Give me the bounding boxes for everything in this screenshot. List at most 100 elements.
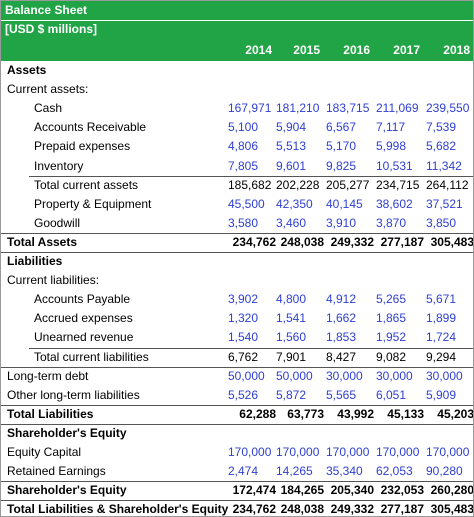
value-cell: 6,567 <box>326 120 357 135</box>
value-cell: 6,051 <box>376 387 407 402</box>
value-cell: 1,560 <box>276 330 307 345</box>
value-cell: 249,332 <box>330 234 374 249</box>
value-cell: 305,483 <box>430 502 474 517</box>
value-cell: 7,901 <box>276 349 307 364</box>
row-label: Liabilities <box>7 254 63 268</box>
row-label: Total Liabilities <box>7 406 94 421</box>
year-header-cell: 2015 <box>293 43 320 57</box>
row-label: Property & Equipment <box>34 196 152 211</box>
value-cell: 248,038 <box>280 234 324 249</box>
value-cell: 170,000 <box>326 445 370 459</box>
value-cell: 172,474 <box>232 483 276 498</box>
row-label: Current liabilities: <box>7 273 100 288</box>
row-divider <box>29 175 473 177</box>
value-cell: 40,145 <box>326 196 363 211</box>
value-cell: 3,902 <box>228 292 259 307</box>
value-cell: 3,460 <box>276 215 307 230</box>
value-cell: 167,971 <box>228 101 272 116</box>
value-cell: 10,531 <box>376 158 413 173</box>
value-cell: 170,000 <box>426 445 470 459</box>
value-cell: 5,998 <box>376 139 407 154</box>
value-cell: 234,762 <box>232 234 276 249</box>
row-label: Total Assets <box>7 234 78 249</box>
value-cell: 30,000 <box>426 368 463 383</box>
value-cell: 170,000 <box>276 445 320 459</box>
value-cell: 202,228 <box>276 177 320 192</box>
value-cell: 14,265 <box>276 464 313 479</box>
value-cell: 170,000 <box>376 445 420 459</box>
row-label: Equity Capital <box>7 445 82 459</box>
value-cell: 38,602 <box>376 196 413 211</box>
value-cell: 239,550 <box>426 101 470 116</box>
row-label: Prepaid expenses <box>34 139 131 154</box>
value-cell: 183,715 <box>326 101 370 116</box>
value-cell: 5,170 <box>326 139 357 154</box>
row-divider <box>1 252 473 253</box>
value-cell: 277,187 <box>380 502 424 517</box>
value-cell: 5,682 <box>426 139 457 154</box>
value-cell: 1,320 <box>228 311 259 326</box>
value-cell: 232,053 <box>380 483 424 498</box>
row-label: Cash <box>34 101 63 116</box>
value-cell: 305,483 <box>430 234 474 249</box>
value-cell: 211,069 <box>376 101 419 116</box>
value-cell: 6,762 <box>228 349 259 364</box>
value-cell: 50,000 <box>228 368 265 383</box>
value-cell: 45,500 <box>228 196 265 211</box>
title: Balance Sheet <box>5 3 88 17</box>
value-cell: 62,053 <box>376 464 413 479</box>
row-label: Assets <box>7 63 47 77</box>
value-cell: 3,870 <box>376 215 407 230</box>
row-divider <box>1 423 473 425</box>
year-header-cell: 2016 <box>343 43 370 57</box>
value-cell: 30,000 <box>376 368 413 383</box>
value-cell: 3,580 <box>228 215 259 230</box>
value-cell: 42,350 <box>276 196 313 211</box>
value-cell: 4,806 <box>228 139 259 154</box>
value-cell: 5,904 <box>276 120 307 135</box>
value-cell: 9,825 <box>326 158 357 173</box>
year-header-cell: 2018 <box>443 43 470 57</box>
row-label: Accounts Payable <box>34 292 131 307</box>
value-cell: 4,912 <box>326 292 357 307</box>
unit-bar: [USD $ millions] <box>1 21 473 39</box>
year-header: 2014 2015 2016 2017 2018 <box>1 39 473 61</box>
row-label: Other long-term liabilities <box>7 387 140 402</box>
value-cell: 205,340 <box>330 483 374 498</box>
unit: [USD $ millions] <box>5 22 98 36</box>
value-cell: 5,265 <box>376 292 407 307</box>
row-label: Long-term debt <box>7 368 89 383</box>
value-cell: 234,715 <box>376 177 420 192</box>
value-cell: 1,853 <box>326 330 357 345</box>
row-label: Inventory <box>34 158 84 173</box>
value-cell: 185,682 <box>228 177 272 192</box>
value-cell: 5,513 <box>276 139 307 154</box>
row-label: Accrued expenses <box>34 311 133 326</box>
row-label: Total current liabilities <box>34 349 149 364</box>
year-header-cell: 2014 <box>245 43 272 57</box>
value-cell: 45,203 <box>437 406 474 421</box>
value-cell: 37,521 <box>426 196 463 211</box>
value-cell: 9,082 <box>376 349 407 364</box>
value-cell: 5,565 <box>326 387 357 402</box>
value-cell: 3,910 <box>326 215 357 230</box>
value-cell: 1,662 <box>326 311 357 326</box>
value-cell: 170,000 <box>228 445 272 459</box>
row-label: Accounts Receivable <box>34 120 147 135</box>
value-cell: 35,340 <box>326 464 363 479</box>
value-cell: 184,265 <box>280 483 324 498</box>
row-label: Shareholder's Equity <box>7 483 127 498</box>
value-cell: 5,526 <box>228 387 259 402</box>
value-cell: 7,117 <box>376 120 406 135</box>
value-cell: 1,540 <box>228 330 259 345</box>
value-cell: 62,288 <box>239 406 276 421</box>
row-label: Retained Earnings <box>7 464 106 479</box>
row-label: Current assets: <box>7 82 89 97</box>
row-divider <box>1 500 473 502</box>
row-divider <box>29 347 473 349</box>
row-divider <box>1 481 473 483</box>
value-cell: 5,909 <box>426 387 457 402</box>
value-cell: 9,294 <box>426 349 457 364</box>
value-cell: 234,762 <box>232 502 276 517</box>
value-cell: 5,671 <box>426 292 457 307</box>
